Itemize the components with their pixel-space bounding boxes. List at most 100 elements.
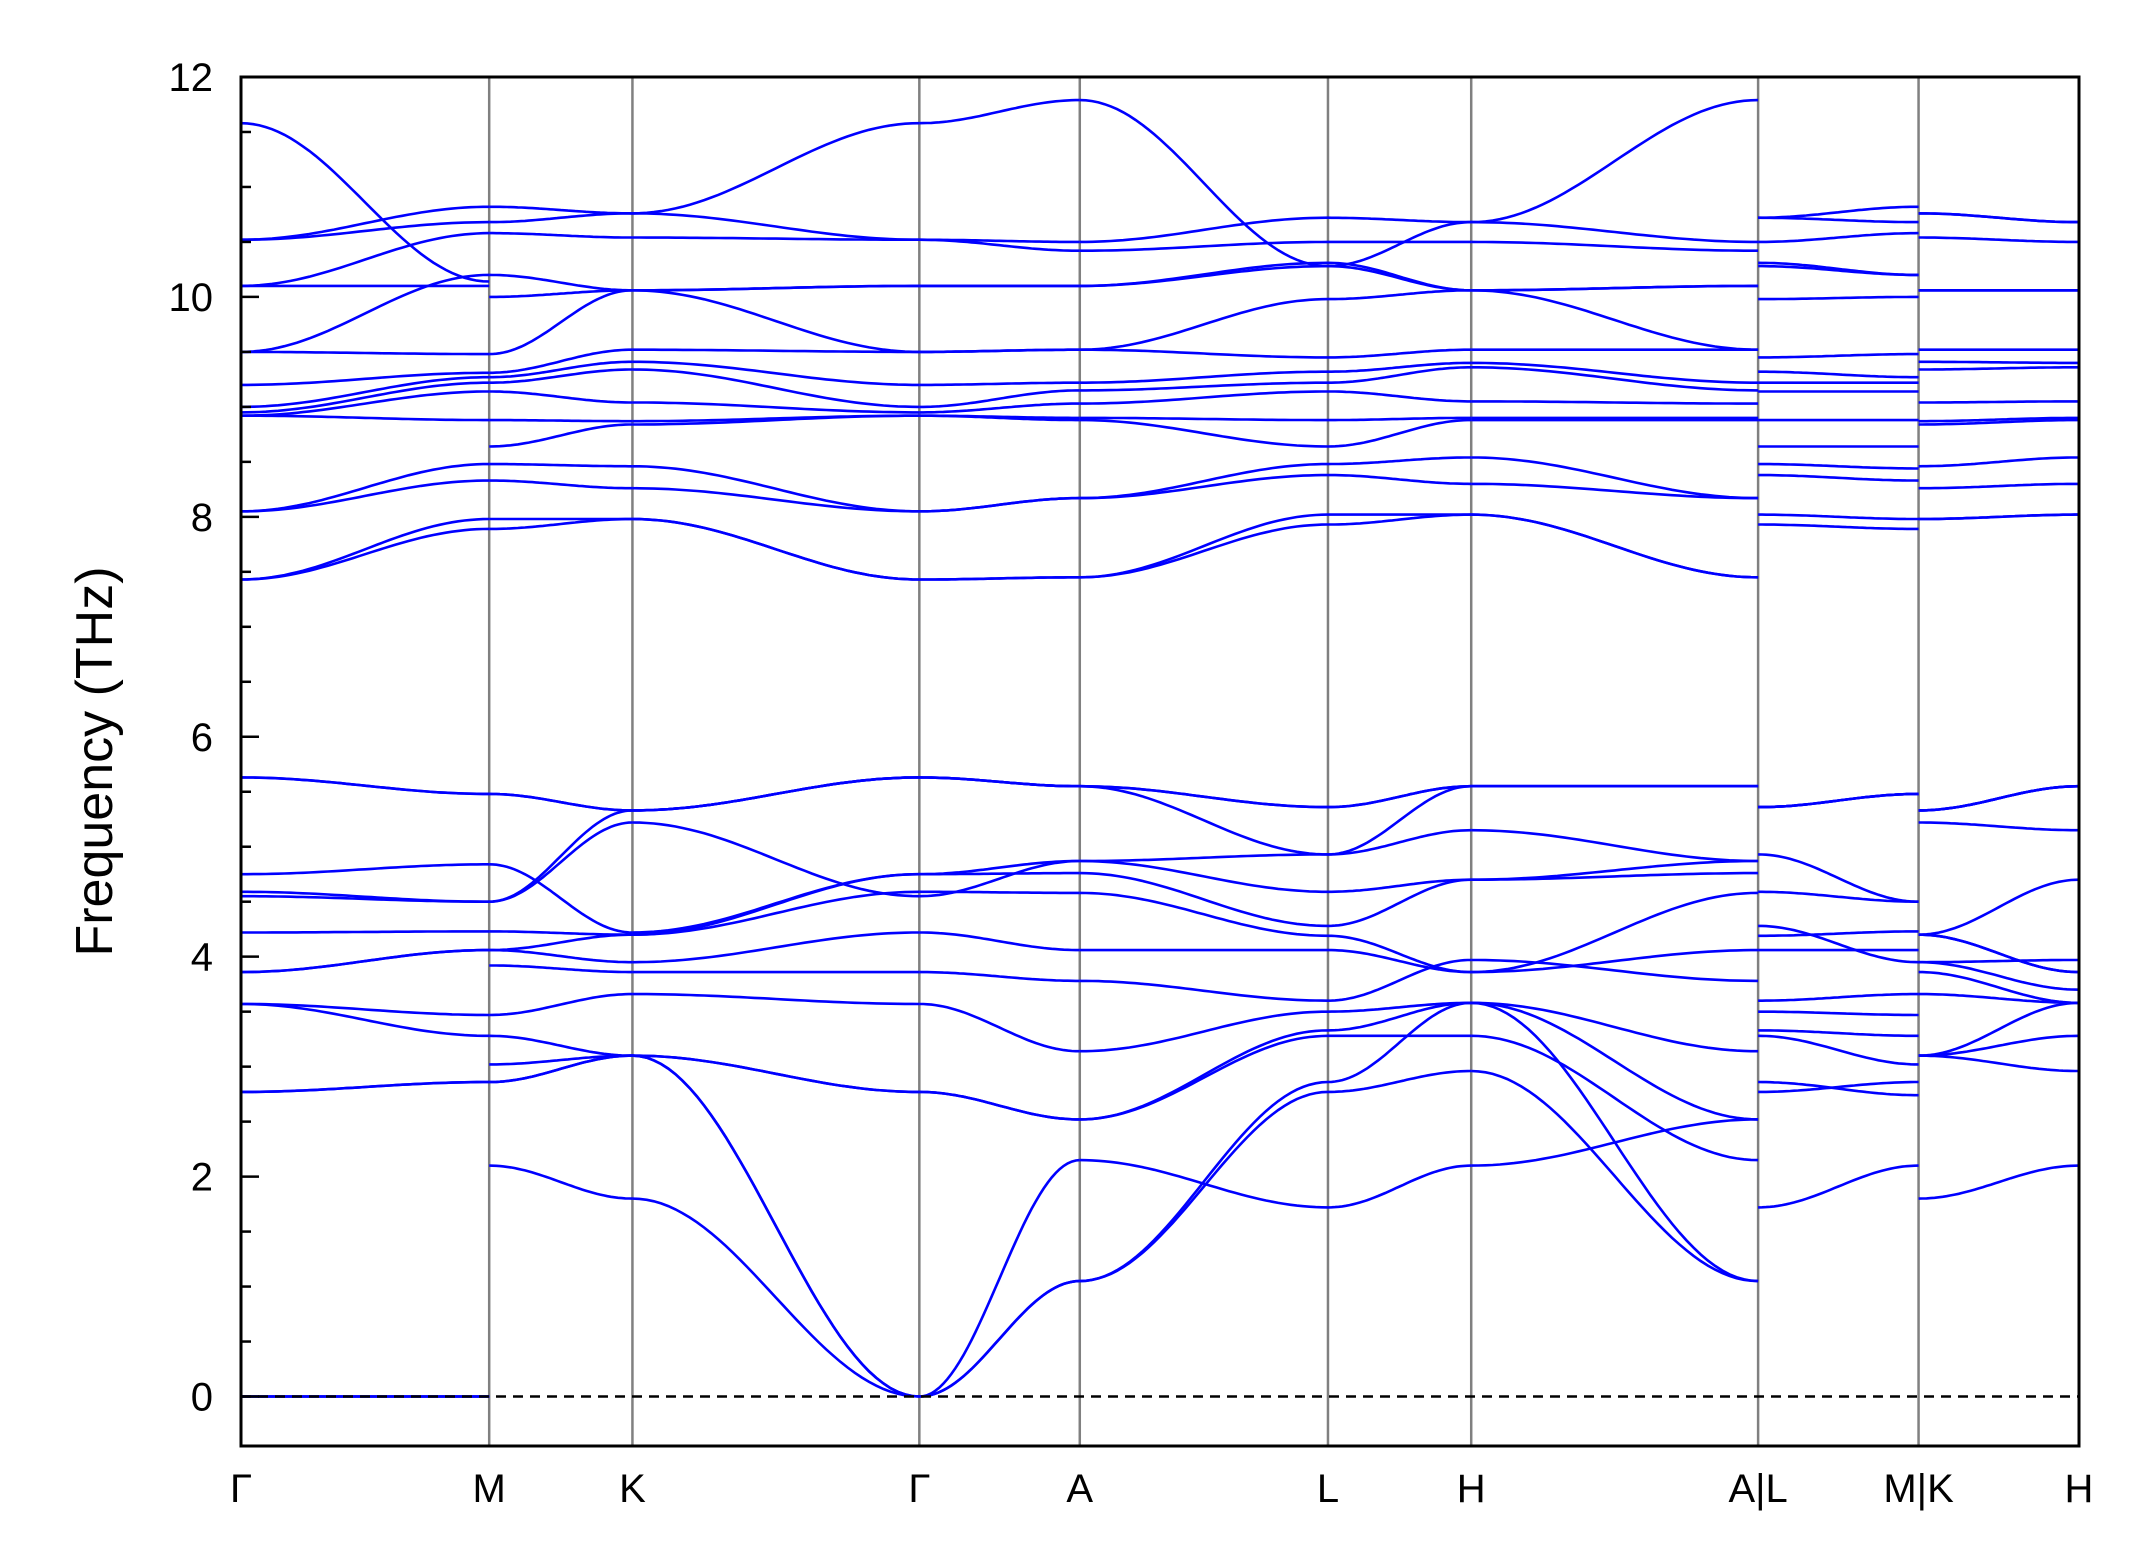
band-line (489, 418, 633, 423)
high-symmetry-lines (487, 77, 1920, 1446)
band-line (632, 360, 920, 387)
band-line (919, 576, 1080, 581)
band-line (1758, 792, 1919, 809)
band-line (1471, 361, 1759, 384)
band-line (1918, 1001, 2079, 1057)
band-line (489, 964, 633, 974)
y-tick-label: 6 (191, 716, 213, 760)
band-line (1758, 1010, 1919, 1017)
band-line (1327, 216, 1472, 224)
band-line (1918, 992, 2080, 1005)
band-line (489, 1034, 633, 1057)
band-line (489, 933, 633, 952)
band-line (1918, 784, 2080, 812)
band-line (1758, 1029, 1919, 1038)
band-line (1471, 240, 1759, 252)
x-tick-label: M|K (1883, 1467, 1954, 1511)
band-line (1079, 1090, 1329, 1283)
x-axis: Γ M K Γ A L H A|L M|K H (230, 1467, 2093, 1511)
band-line (1079, 216, 1329, 244)
band-line (489, 809, 633, 903)
band-line (241, 479, 490, 513)
band-line (1758, 924, 1919, 964)
band-line (919, 238, 1080, 244)
band-line (919, 859, 1080, 898)
band-line (1328, 784, 1472, 809)
band-line (1471, 1069, 1759, 1283)
band-line (1918, 400, 2079, 404)
x-tick-label: H (1457, 1467, 1486, 1511)
band-line (1079, 784, 1329, 856)
band-line (1327, 1001, 1472, 1013)
y-tick-label: 2 (191, 1156, 213, 1200)
band-line (1328, 934, 1472, 974)
band-line (241, 1002, 490, 1017)
band-line (1328, 348, 1472, 359)
band-line (1079, 1080, 1329, 1283)
band-line (1918, 970, 2080, 1005)
band-line (241, 1002, 490, 1038)
band-line (1079, 381, 1328, 392)
band-line (1758, 295, 1919, 301)
band-line (1327, 878, 1472, 928)
band-line (489, 231, 633, 239)
band-line (1079, 891, 1329, 938)
band-line (240, 527, 490, 581)
band-line (1328, 289, 1472, 301)
band-line (1328, 416, 1472, 422)
band-line (489, 212, 633, 224)
band-line (1079, 264, 1329, 288)
band-line (1758, 1164, 1919, 1209)
band-line (489, 948, 633, 964)
band-line (240, 517, 490, 581)
band-line (1918, 236, 2079, 244)
band-line (1471, 289, 1759, 351)
x-tick-label: M (473, 1467, 506, 1511)
band-line (1918, 878, 2080, 936)
band-line (1471, 948, 1759, 974)
band-line (1471, 1001, 1759, 1053)
band-line (1918, 416, 2079, 423)
band-line (1758, 992, 1919, 1002)
band-line (489, 821, 633, 903)
band-line (632, 236, 920, 241)
x-tick-label: L (1317, 1467, 1339, 1511)
band-line (632, 121, 920, 215)
band-line (241, 205, 490, 241)
band-line (1328, 366, 1472, 384)
band-line (919, 890, 1080, 895)
band-line (919, 1002, 1080, 1053)
band-line (1328, 878, 1472, 894)
band-line (1471, 284, 1759, 292)
band-line (241, 863, 490, 876)
band-line (241, 350, 490, 356)
band-line (1471, 859, 1759, 881)
band-line (1328, 473, 1472, 486)
band-line (240, 390, 490, 417)
band-line (1471, 456, 1759, 500)
band-line (632, 821, 920, 898)
band-line (1079, 240, 1329, 252)
band-line (1918, 456, 2079, 468)
band-line (1758, 853, 1919, 903)
band-line (1471, 958, 1759, 983)
band-line (240, 273, 490, 354)
band-line (1079, 513, 1329, 579)
y-axis-label: Frequency (THz) (66, 566, 124, 956)
band-line (919, 348, 1080, 354)
band-line (1079, 523, 1329, 579)
band-line (1758, 1034, 1919, 1066)
band-line (489, 273, 633, 292)
band-line (632, 872, 920, 934)
band-line (632, 414, 920, 423)
band-line (1758, 261, 1919, 277)
band-line (241, 890, 490, 903)
band-line (1918, 1054, 2079, 1073)
band-line (919, 414, 1080, 420)
band-line (919, 859, 1080, 876)
band-line (1327, 456, 1472, 466)
band-line (632, 517, 920, 581)
band-line (1079, 1010, 1328, 1053)
band-line (919, 381, 1080, 387)
band-line (632, 401, 920, 414)
